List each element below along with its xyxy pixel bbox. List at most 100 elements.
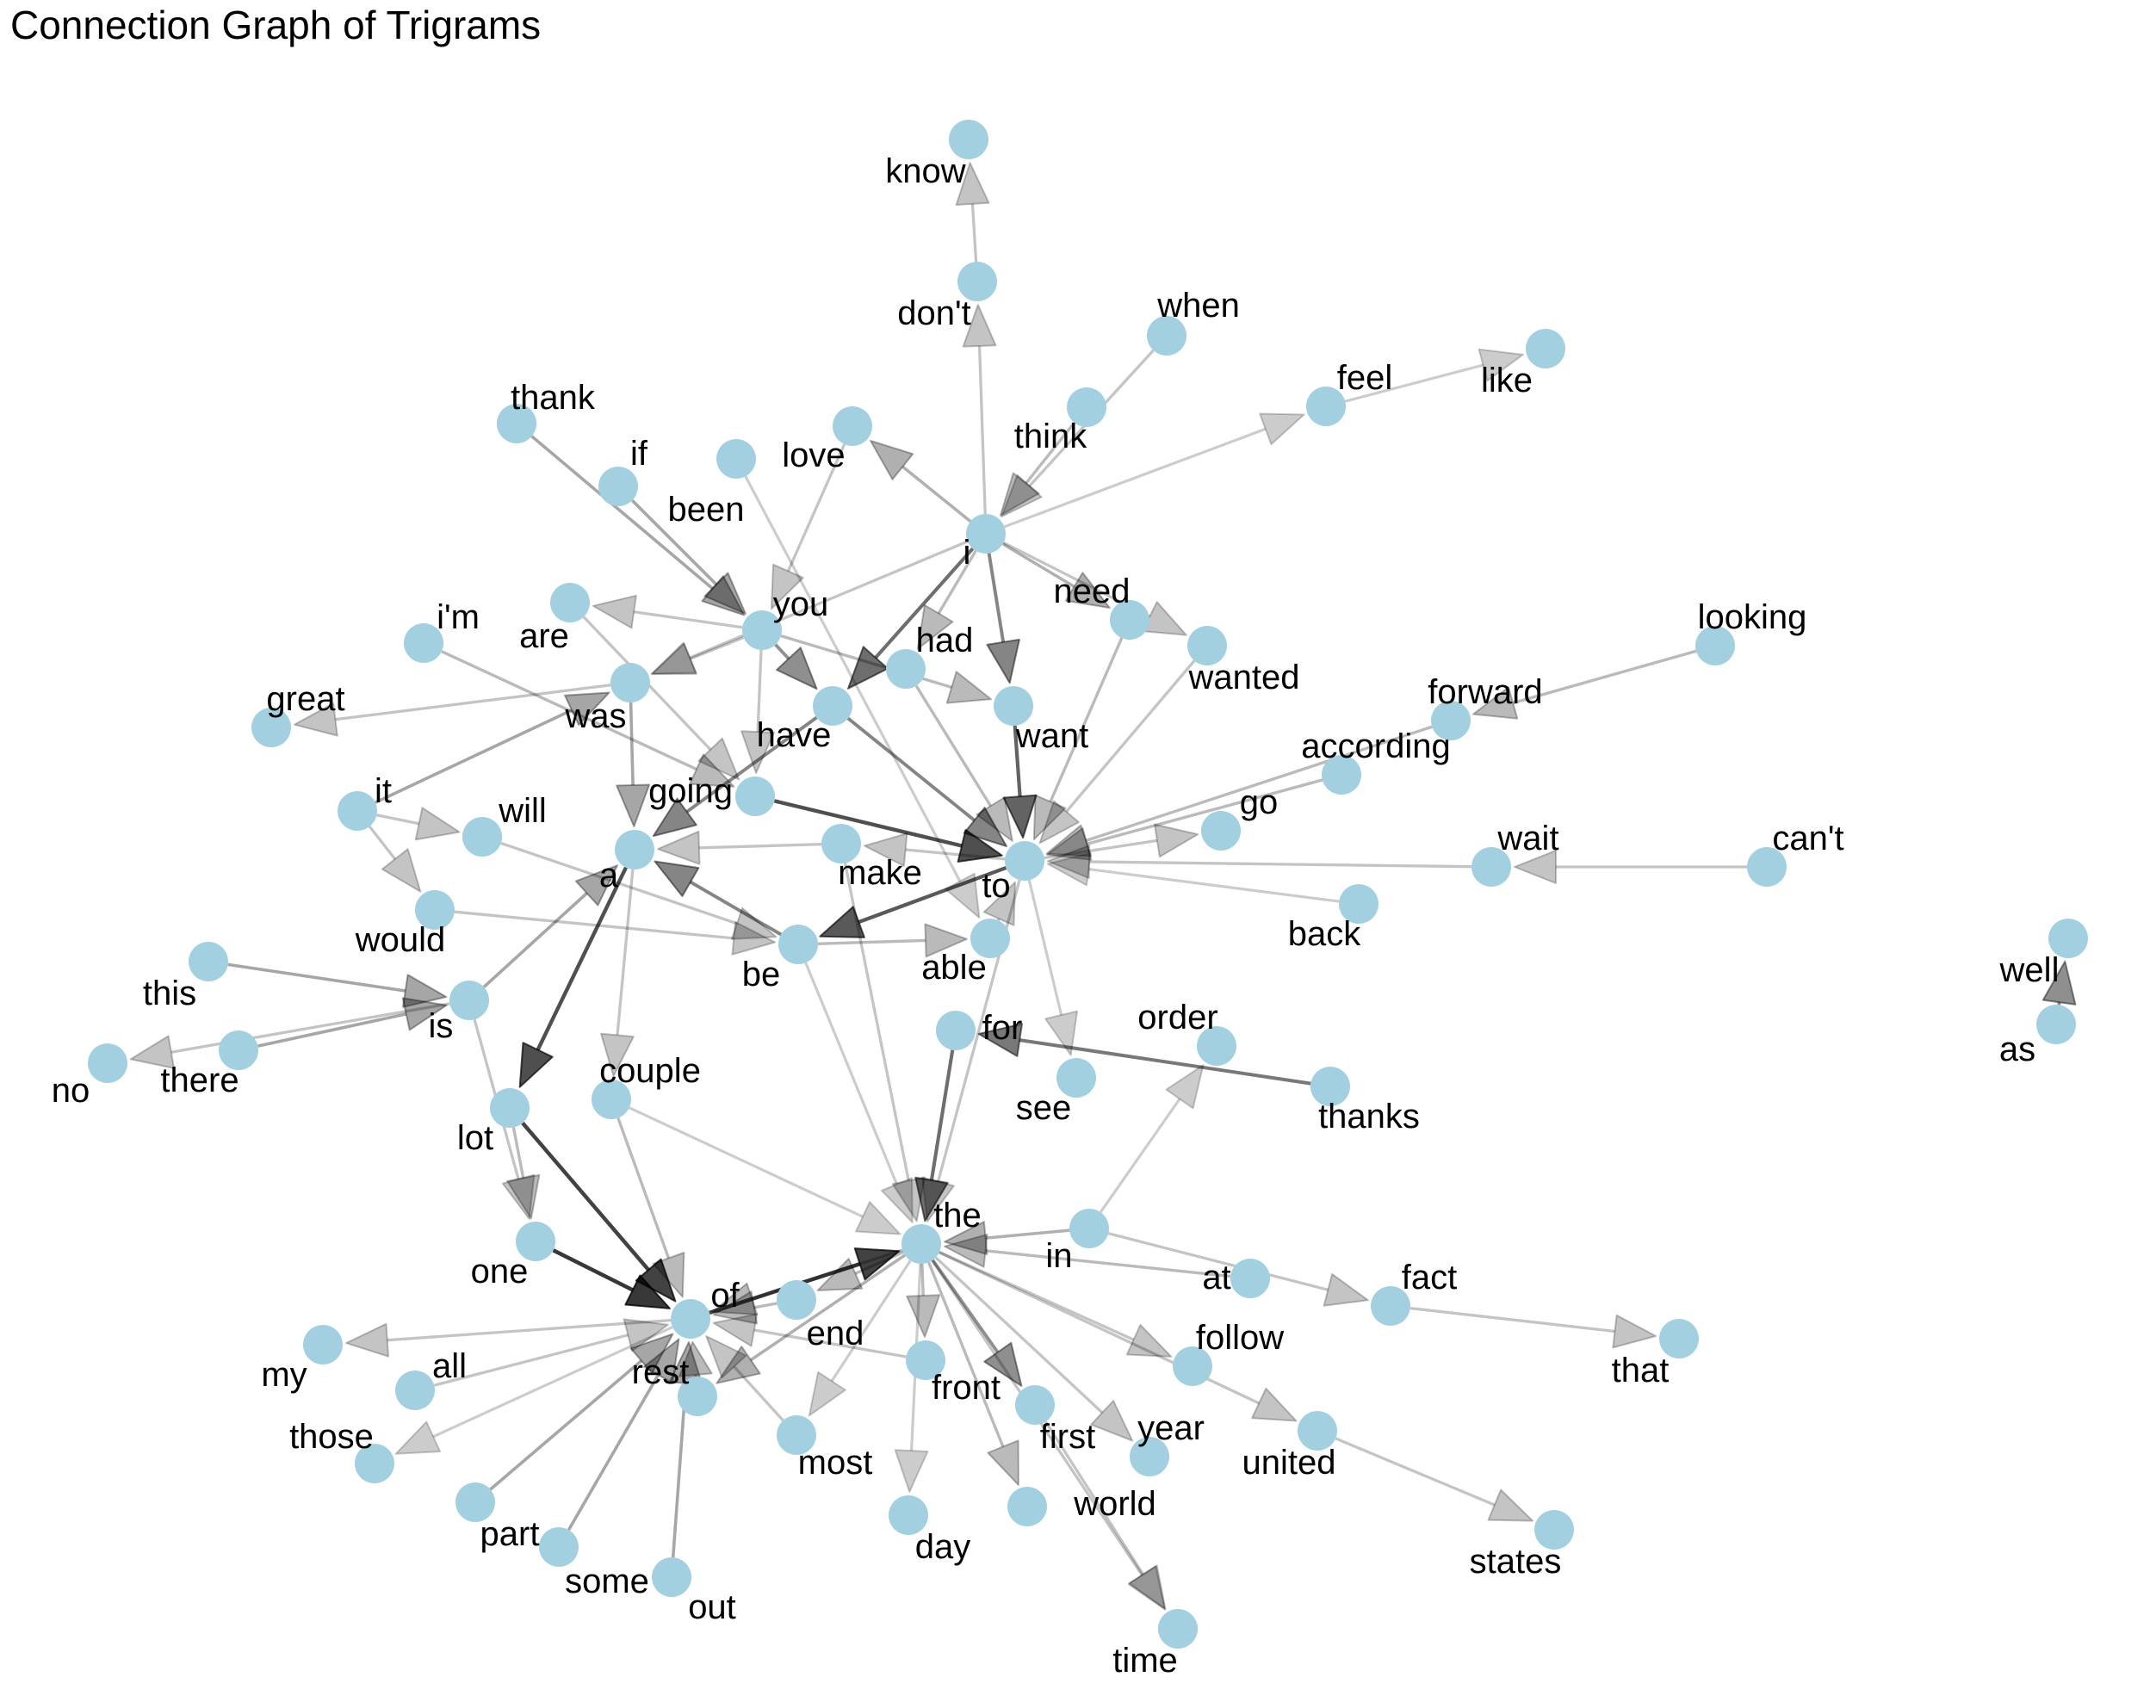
edge-line (937, 549, 977, 615)
edge-the-to-most (808, 1259, 912, 1417)
node-label-if: if (630, 435, 648, 473)
edge-line (441, 650, 697, 771)
arrowhead (652, 797, 697, 838)
node-label-fact: fact (1402, 1259, 1457, 1296)
edge-it-to-was (375, 691, 610, 804)
node-label-first: first (1040, 1418, 1095, 1456)
node-there (219, 1030, 258, 1070)
edge-was-to-a (616, 702, 651, 827)
arrowhead (982, 881, 1016, 926)
edge-wait-to-to (1047, 845, 1472, 879)
edge-i-to-feel (1003, 412, 1305, 529)
node-label-end: end (807, 1315, 864, 1352)
node-see (1056, 1058, 1096, 1098)
edge-line (939, 1250, 1135, 1341)
arrowhead (1046, 851, 1092, 887)
node-one (516, 1222, 555, 1261)
node-label-forward: forward (1428, 673, 1542, 711)
arrowhead (344, 1322, 390, 1358)
edge-the-to-first (931, 1259, 1023, 1387)
arrowhead (414, 807, 461, 841)
arrowhead (986, 638, 1020, 684)
edge-couple-to-the (629, 1106, 901, 1235)
arrowhead (731, 921, 777, 956)
node-according (1322, 755, 1361, 795)
arrowhead (776, 647, 818, 690)
edge-line (1044, 839, 1158, 860)
edge-have-to-a (652, 715, 818, 838)
edge-line (616, 869, 635, 1036)
node-label-think: think (1014, 418, 1087, 455)
edge-wanted-to-to (1038, 659, 1196, 845)
edge-rest-to-of (678, 1340, 713, 1377)
edge-don-t-to-know (955, 162, 990, 263)
node-label-of: of (710, 1277, 740, 1315)
node-the (901, 1224, 941, 1264)
edge-make-to-the (843, 863, 926, 1222)
labels-layer: know don't when like feel think thankifbeenlov… (52, 152, 2060, 1680)
node-label-go: go (1240, 783, 1279, 821)
node-label-make: make (838, 854, 922, 892)
node-label-all: all (432, 1347, 467, 1385)
node-those (355, 1444, 394, 1483)
edge-line (756, 649, 763, 733)
arrowhead (914, 1176, 949, 1222)
node-label-that: that (1612, 1352, 1670, 1389)
edge-line (454, 910, 734, 940)
node-that (1659, 1319, 1699, 1358)
edge-of-to-my (344, 1318, 672, 1358)
edge-line (920, 1263, 925, 1296)
node-in (1069, 1209, 1109, 1248)
arrowhead (1064, 572, 1111, 610)
edge-line (750, 1253, 906, 1362)
arrowhead (624, 1274, 671, 1309)
arrowhead (623, 1318, 669, 1352)
edge-line (1044, 1420, 1144, 1575)
node-have (813, 686, 852, 726)
edge-thank-to-you (530, 435, 746, 616)
edge-as-to-well (2041, 960, 2077, 1006)
arrowhead (1472, 686, 1519, 720)
edge-if-to-you (631, 499, 747, 615)
node-label-thanks: thanks (1318, 1098, 1420, 1136)
arrowhead (394, 1420, 442, 1455)
arrowhead (401, 997, 448, 1031)
edge-you-to-want (780, 634, 993, 704)
node-label-can-t: can't (1772, 820, 1843, 857)
arrowhead (880, 1177, 914, 1223)
node-label-it: it (375, 772, 392, 810)
node-label-my: my (261, 1356, 307, 1394)
edge-be-to-able (817, 923, 968, 958)
edge-line (685, 715, 818, 814)
edge-the-to-of (711, 1248, 903, 1315)
edge-the-to-front (906, 1263, 941, 1338)
node-states (1534, 1510, 1574, 1550)
edge-i-to-have (847, 547, 975, 690)
node-know (949, 120, 988, 159)
node-label-well: well (1999, 951, 2060, 989)
arrowhead (999, 472, 1040, 517)
edge-you-to-are (592, 594, 743, 629)
node-label-had: had (916, 622, 974, 659)
arrowhead (651, 642, 697, 675)
node-label-have: have (757, 716, 832, 754)
node-label-the: the (933, 1197, 982, 1235)
node-label-some: some (565, 1563, 649, 1600)
node-label-no: no (52, 1072, 90, 1110)
node-label-is: is (429, 1007, 454, 1045)
edge-looking-to-forward (1472, 649, 1697, 720)
edge-i-to-had (916, 549, 977, 650)
node-label-united: united (1242, 1444, 1336, 1482)
edge-you-to-have (774, 643, 818, 690)
node-don-t (957, 262, 997, 301)
edge-line (970, 203, 978, 263)
edge-i-to-was (650, 540, 969, 675)
edge-lot-to-one (506, 1127, 541, 1220)
node-label-thank: thank (511, 379, 596, 417)
edge-the-to-year (934, 1256, 1134, 1442)
edge-line (432, 1326, 673, 1439)
node-it (338, 791, 377, 831)
node-looking (1695, 626, 1735, 665)
edge-united-to-states (1335, 1437, 1534, 1522)
